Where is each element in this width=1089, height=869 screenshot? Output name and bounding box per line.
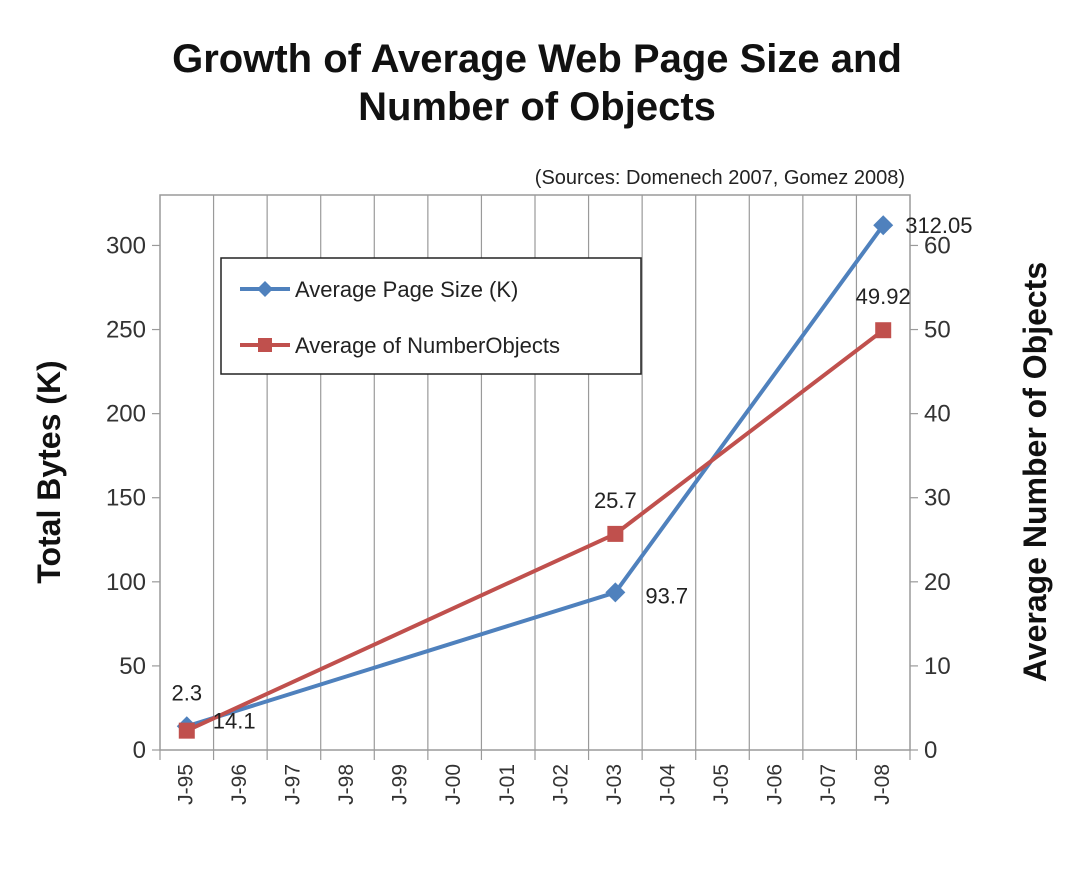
y-left-axis-title: Total Bytes (K) — [31, 360, 67, 583]
y-right-axis-title: Average Number of Objects — [1017, 262, 1053, 682]
point-average-of-numberobjects-j-08 — [875, 322, 892, 339]
legend: Average Page Size (K) Average of NumberO… — [220, 257, 642, 375]
x-tick-label-j-00: J-00 — [442, 764, 465, 805]
series-layer — [176, 215, 894, 739]
y-right-tick-10: 10 — [924, 653, 951, 680]
y-left-tick-200: 200 — [106, 401, 146, 428]
y-right-tick-50: 50 — [924, 317, 951, 344]
x-tick-label-j-04: J-04 — [656, 764, 679, 805]
point-average-page-size-k-j-03 — [605, 582, 626, 603]
x-tick-label-j-05: J-05 — [710, 764, 733, 805]
x-tick-label-j-99: J-99 — [389, 764, 412, 805]
x-tick-label-j-01: J-01 — [496, 764, 519, 805]
data-label-average-of-numberobjects-j-95: 2.3 — [171, 681, 202, 706]
legend-marker-objects — [258, 338, 272, 352]
y-right-tick-30: 30 — [924, 485, 951, 512]
x-tick-label-j-07: J-07 — [817, 764, 840, 805]
point-average-of-numberobjects-j-03 — [607, 525, 624, 542]
y-right-tick-40: 40 — [924, 401, 951, 428]
y-right-tick-20: 20 — [924, 569, 951, 596]
y-left-tick-150: 150 — [106, 485, 146, 512]
data-label-average-page-size-k-j-95: 14.1 — [213, 708, 256, 733]
data-label-average-of-numberobjects-j-08: 49.92 — [856, 284, 911, 309]
x-tick-label-j-02: J-02 — [549, 764, 572, 805]
point-average-of-numberobjects-j-95 — [178, 722, 195, 739]
chart-title: Growth of Average Web Page Size and Numb… — [172, 37, 902, 129]
chart-subtitle: (Sources: Domenech 2007, Gomez 2008) — [535, 167, 905, 189]
x-tick-label-j-03: J-03 — [603, 764, 626, 805]
legend-marker-page-size — [257, 281, 273, 297]
legend-box — [220, 257, 642, 375]
chart-title-line-2: Number of Objects — [358, 85, 716, 129]
y-left-tick-300: 300 — [106, 232, 146, 259]
data-label-average-page-size-k-j-08: 312.05 — [905, 213, 972, 238]
x-tick-label-j-08: J-08 — [871, 764, 894, 805]
y-right-tick-60: 60 — [924, 232, 951, 259]
data-labels: 14.1 93.7 312.05 2.3 25.7 49.92 — [171, 213, 972, 733]
data-label-average-of-numberobjects-j-03: 25.7 — [594, 488, 637, 513]
x-tick-label-j-98: J-98 — [335, 764, 358, 805]
y-left-tick-0: 0 — [133, 737, 146, 764]
x-tick-label-j-06: J-06 — [764, 764, 787, 805]
x-tick-label-j-97: J-97 — [281, 764, 304, 805]
data-label-average-page-size-k-j-03: 93.7 — [645, 583, 688, 608]
point-average-page-size-k-j-08 — [873, 215, 894, 236]
x-tick-label-j-96: J-96 — [228, 764, 251, 805]
axes: J-95 J-96 J-97 J-98 J-99 J-00 J-01 J-02 J-03 J-04… — [106, 232, 951, 804]
legend-label-page-size: Average Page Size (K) — [295, 277, 518, 302]
y-left-tick-250: 250 — [106, 317, 146, 344]
legend-label-objects: Average of NumberObjects — [295, 333, 560, 358]
x-tick-label-j-95: J-95 — [174, 764, 197, 805]
y-left-tick-50: 50 — [119, 653, 146, 680]
chart-title-line-1: Growth of Average Web Page Size and — [172, 37, 902, 81]
y-right-tick-0: 0 — [924, 737, 937, 764]
y-left-tick-100: 100 — [106, 569, 146, 596]
